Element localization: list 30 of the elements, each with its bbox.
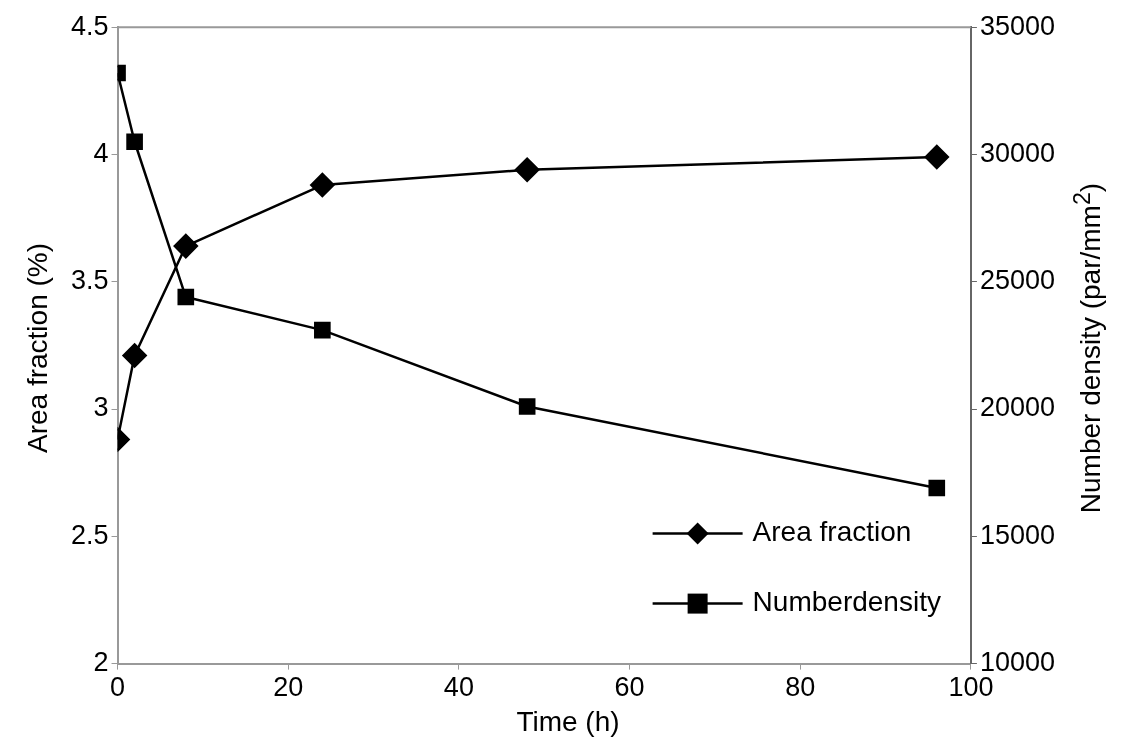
- y-tick-label: 2: [93, 647, 109, 678]
- y2-tick-label: 30000: [979, 137, 1056, 168]
- point: [924, 144, 950, 170]
- x-tick-label: 0: [110, 672, 126, 703]
- y-tick-label: 3: [93, 392, 109, 423]
- point: [126, 133, 143, 151]
- y-tick-label: 4.5: [70, 10, 109, 41]
- y2-tick-label: 20000: [979, 392, 1056, 423]
- point: [518, 398, 536, 415]
- point: [314, 321, 331, 339]
- point: [173, 233, 199, 259]
- legend-label: Numberdensity: [752, 586, 941, 618]
- legend-label: Area fraction: [752, 516, 912, 548]
- x-tick-label: 20: [273, 672, 304, 703]
- point: [928, 479, 946, 497]
- x-tick-label: 80: [785, 672, 816, 703]
- point: [122, 343, 147, 368]
- point: [514, 157, 540, 182]
- point: [177, 288, 195, 306]
- x-tick-label: 40: [443, 672, 474, 703]
- x-axis-title: Time (h): [516, 706, 620, 738]
- y-axis-title: Area fraction (%): [22, 242, 54, 454]
- point: [310, 172, 335, 198]
- x-tick-label: 60: [614, 672, 645, 703]
- y-tick-label: 3.5: [70, 265, 109, 296]
- y2-tick-label: 35000: [979, 10, 1056, 41]
- y-tick-label: 2.5: [70, 519, 109, 550]
- y2-tick-label: 25000: [979, 265, 1056, 296]
- y2-tick-label: 15000: [979, 519, 1056, 550]
- y-tick-label: 4: [93, 137, 109, 168]
